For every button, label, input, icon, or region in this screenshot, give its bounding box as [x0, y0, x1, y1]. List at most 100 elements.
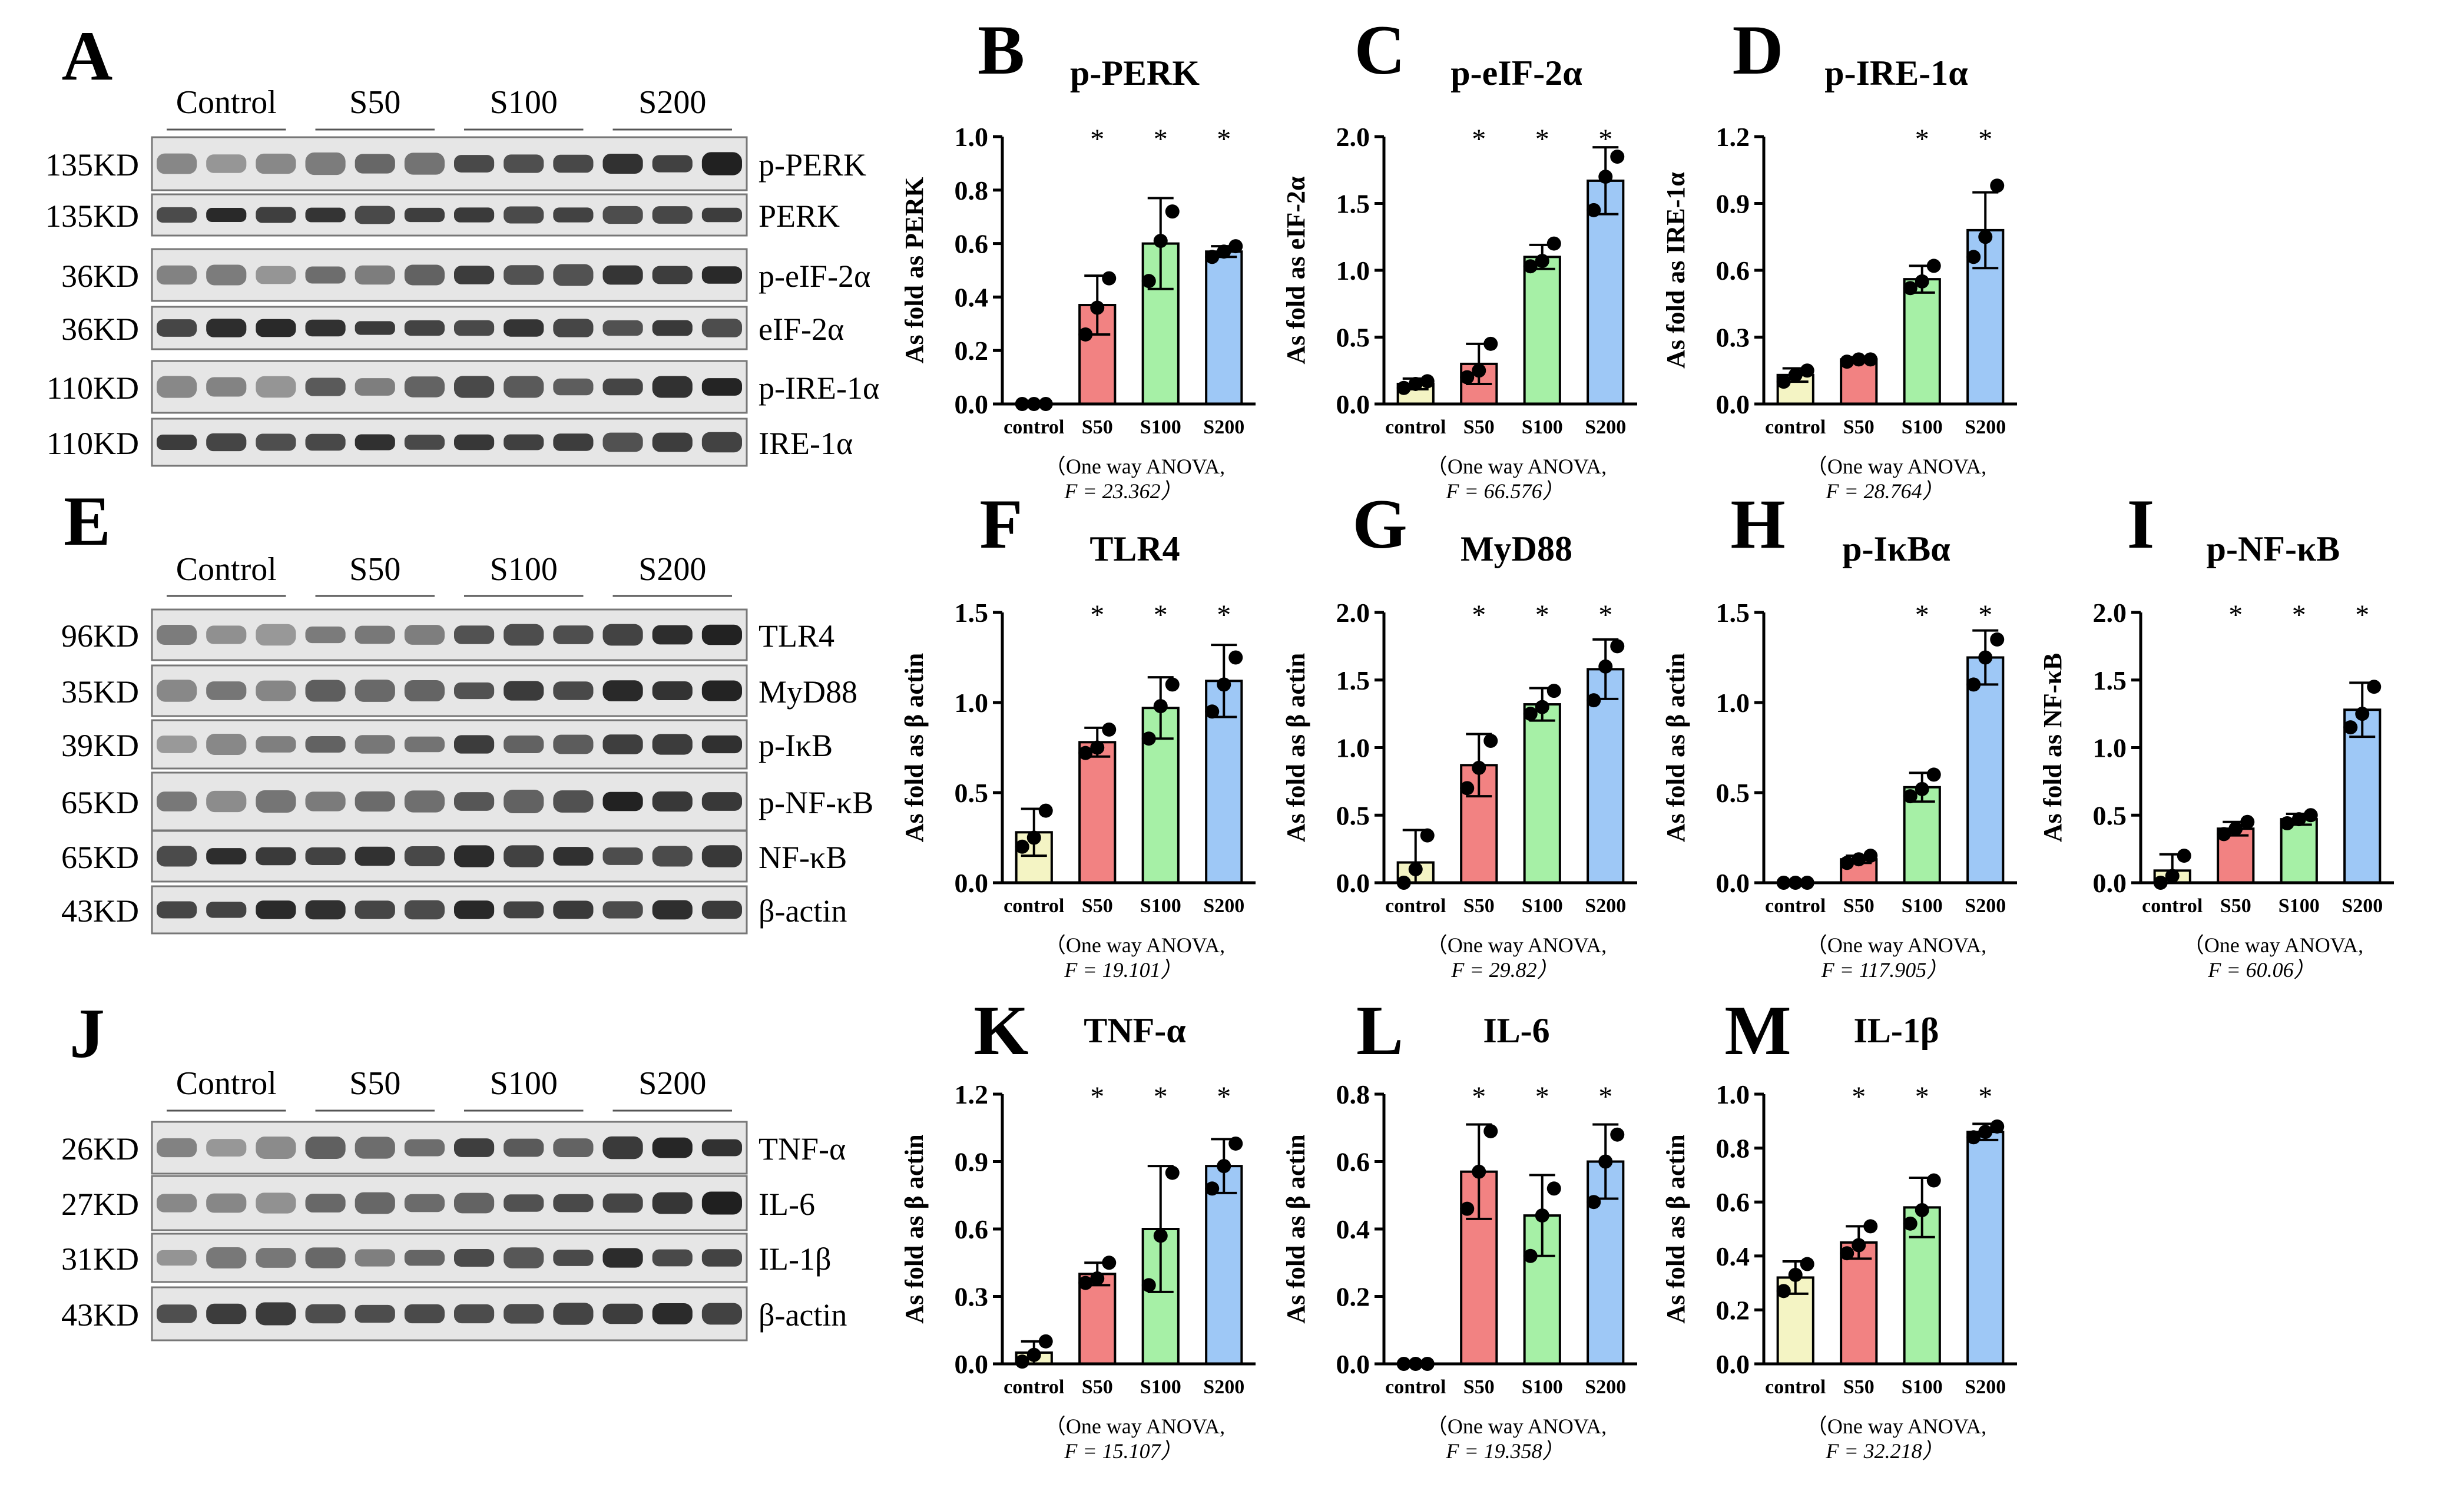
y-tick-label: 1.5: [1716, 598, 1750, 628]
band: [157, 791, 197, 811]
stats-note: （One way ANOVA,: [1806, 933, 1986, 957]
data-point: [1408, 862, 1423, 877]
data-point: [1990, 178, 2005, 193]
x-tick-label: S50: [1082, 416, 1113, 438]
band: [305, 152, 346, 175]
band: [206, 681, 247, 700]
band: [652, 625, 693, 645]
band: [602, 320, 643, 336]
band: [256, 900, 296, 919]
significance-marker: *: [1915, 599, 1929, 631]
significance-marker: *: [1090, 124, 1104, 155]
y-tick-label: 0.2: [1716, 1295, 1750, 1325]
band: [404, 1139, 445, 1157]
data-point: [1863, 849, 1878, 863]
data-point: [1903, 281, 1917, 296]
bar-S100: [1523, 703, 1561, 885]
significance-marker: *: [1535, 599, 1549, 631]
band: [157, 1138, 197, 1158]
significance-marker: *: [1978, 124, 1992, 155]
data-point: [1165, 1165, 1180, 1180]
data-point: [1090, 740, 1105, 755]
protein-label: p-PERK: [759, 147, 866, 183]
band: [504, 434, 544, 450]
data-point: [1460, 781, 1475, 796]
data-point: [1026, 830, 1041, 845]
chart-title: p-IRE-1α: [1824, 54, 1968, 92]
data-point: [1546, 236, 1561, 251]
significance-marker: *: [1472, 124, 1486, 155]
x-tick-label: S200: [1965, 1376, 2006, 1398]
data-point: [1472, 760, 1486, 775]
band: [701, 792, 742, 811]
data-point: [1990, 1119, 2005, 1134]
stats-note: （One way ANOVA,: [1045, 1415, 1225, 1438]
y-axis-label: As fold as PERK: [900, 177, 929, 364]
significance-marker: *: [1978, 1081, 1992, 1112]
data-point: [1903, 789, 1917, 804]
band: [553, 625, 594, 644]
data-point: [2343, 720, 2358, 735]
x-tick-label: S100: [1140, 895, 1181, 917]
bar-S200: [1205, 250, 1243, 405]
y-tick-label: 0.0: [1336, 868, 1370, 898]
data-point: [1776, 375, 1791, 389]
molecular-weight-label: 135KD: [45, 198, 139, 234]
data-point: [1852, 852, 1866, 867]
blot-strip: [151, 830, 748, 883]
significance-marker: *: [1217, 599, 1231, 631]
band: [355, 206, 395, 224]
band: [454, 845, 495, 867]
x-tick-label: S50: [1082, 1376, 1113, 1398]
band: [553, 154, 594, 173]
band: [652, 432, 693, 452]
blot-row: 43KD β-actin: [61, 885, 847, 935]
y-tick-label: 0.9: [1716, 189, 1750, 219]
data-point: [1228, 650, 1243, 665]
band: [504, 1194, 544, 1212]
y-axis-label: As fold as eIF-2α: [1281, 176, 1310, 365]
blot-row: 36KD eIF-2α: [61, 306, 844, 350]
molecular-weight-label: 96KD: [61, 618, 139, 654]
y-tick-label: 0.3: [955, 1282, 989, 1312]
blot-row: 43KD β-actin: [61, 1286, 847, 1341]
protein-label: IL-1β: [759, 1241, 831, 1277]
band: [404, 790, 445, 813]
x-tick-label: S200: [1203, 416, 1244, 438]
band: [305, 900, 346, 920]
y-tick-label: 0.0: [955, 868, 989, 898]
band: [355, 1249, 395, 1267]
blot-strip: [151, 608, 748, 661]
band: [256, 736, 296, 753]
y-axis-label: As fold as NF-κB: [2038, 653, 2067, 842]
band: [305, 1194, 346, 1213]
x-tick-label: S100: [1902, 416, 1943, 438]
data-point: [1483, 1124, 1498, 1138]
data-point: [1015, 839, 1029, 854]
molecular-weight-label: 43KD: [61, 893, 139, 929]
band: [504, 789, 544, 814]
data-point: [1587, 1195, 1601, 1210]
band: [701, 680, 742, 701]
band: [256, 624, 296, 646]
data-point: [1915, 1203, 1929, 1217]
band: [602, 680, 643, 701]
data-point: [2291, 812, 2306, 827]
stats-note: （One way ANOVA,: [1045, 933, 1225, 957]
band: [256, 1137, 296, 1159]
molecular-weight-label: 43KD: [61, 1297, 139, 1333]
data-point: [1153, 699, 1168, 714]
x-tick-label: S100: [1522, 416, 1563, 438]
band: [504, 154, 544, 173]
x-tick-label: S100: [1140, 416, 1181, 438]
band: [602, 1303, 643, 1324]
x-tick-label: S100: [1140, 1376, 1181, 1398]
molecular-weight-label: 110KD: [47, 370, 139, 406]
band: [404, 376, 445, 397]
data-point: [1978, 1125, 1993, 1139]
data-point: [1926, 767, 1941, 782]
x-tick-label: S100: [1522, 1376, 1563, 1398]
band: [454, 682, 495, 700]
